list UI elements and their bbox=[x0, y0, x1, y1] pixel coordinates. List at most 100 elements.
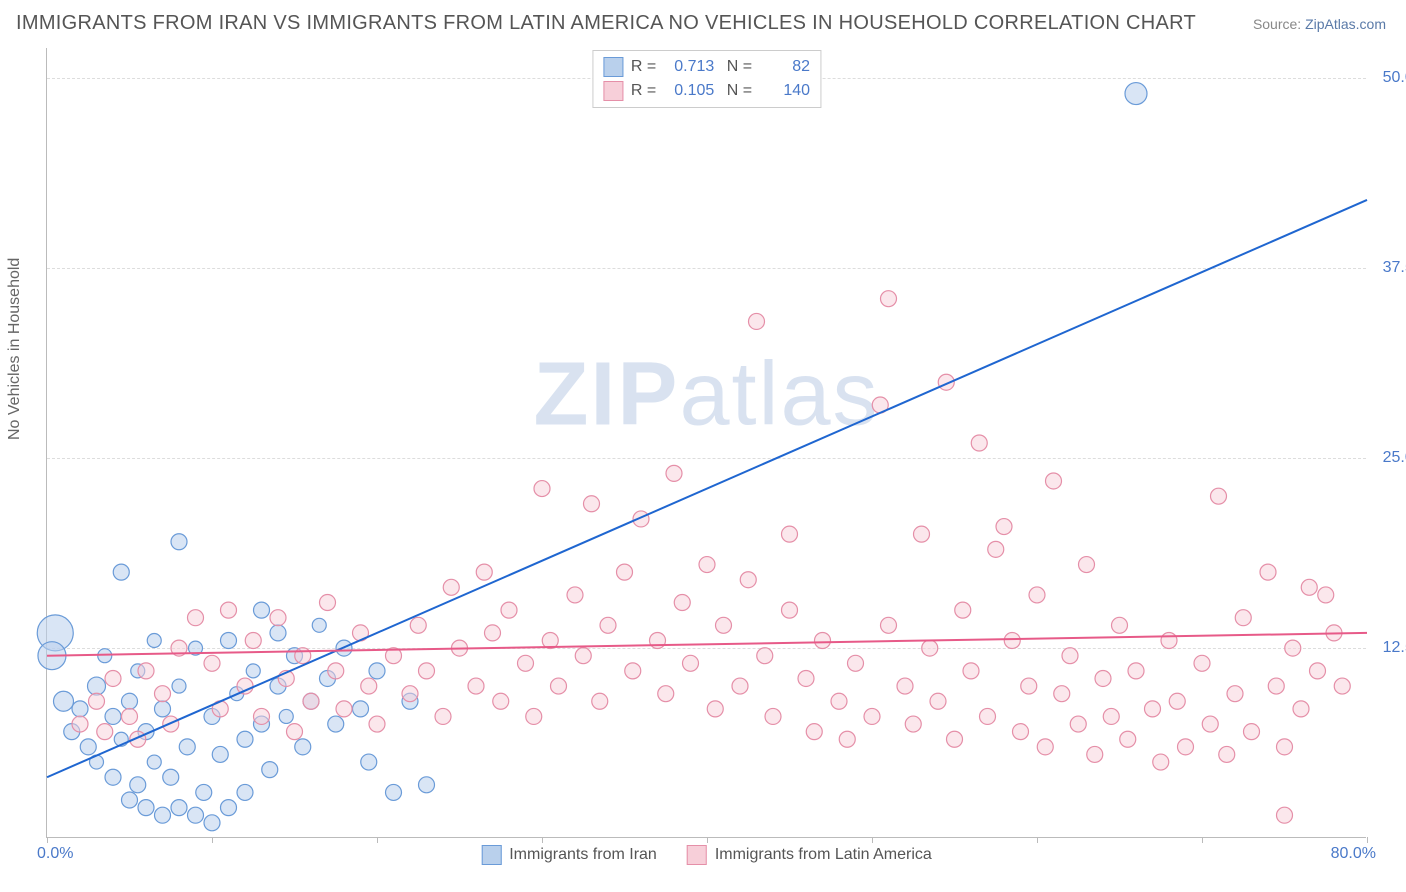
data-point[interactable] bbox=[749, 313, 765, 329]
data-point[interactable] bbox=[1194, 655, 1210, 671]
data-point[interactable] bbox=[757, 648, 773, 664]
data-point[interactable] bbox=[699, 557, 715, 573]
data-point[interactable] bbox=[443, 579, 459, 595]
data-point[interactable] bbox=[188, 610, 204, 626]
data-point[interactable] bbox=[369, 716, 385, 732]
data-point[interactable] bbox=[1112, 617, 1128, 633]
data-point[interactable] bbox=[270, 610, 286, 626]
data-point[interactable] bbox=[1178, 739, 1194, 755]
source-link[interactable]: ZipAtlas.com bbox=[1305, 16, 1386, 32]
data-point[interactable] bbox=[839, 731, 855, 747]
data-point[interactable] bbox=[897, 678, 913, 694]
data-point[interactable] bbox=[262, 762, 278, 778]
data-point[interactable] bbox=[732, 678, 748, 694]
data-point[interactable] bbox=[89, 693, 105, 709]
data-point[interactable] bbox=[963, 663, 979, 679]
data-point[interactable] bbox=[336, 701, 352, 717]
data-point[interactable] bbox=[1145, 701, 1161, 717]
data-point[interactable] bbox=[815, 633, 831, 649]
data-point[interactable] bbox=[212, 746, 228, 762]
data-point[interactable] bbox=[905, 716, 921, 732]
data-point[interactable] bbox=[254, 602, 270, 618]
data-point[interactable] bbox=[254, 708, 270, 724]
data-point[interactable] bbox=[1310, 663, 1326, 679]
data-point[interactable] bbox=[658, 686, 674, 702]
data-point[interactable] bbox=[864, 708, 880, 724]
data-point[interactable] bbox=[88, 677, 106, 695]
data-point[interactable] bbox=[881, 617, 897, 633]
data-point[interactable] bbox=[221, 602, 237, 618]
data-point[interactable] bbox=[172, 679, 186, 693]
data-point[interactable] bbox=[155, 701, 171, 717]
data-point[interactable] bbox=[295, 648, 311, 664]
data-point[interactable] bbox=[1095, 670, 1111, 686]
data-point[interactable] bbox=[674, 595, 690, 611]
data-point[interactable] bbox=[526, 708, 542, 724]
data-point[interactable] bbox=[320, 595, 336, 611]
data-point[interactable] bbox=[80, 739, 96, 755]
data-point[interactable] bbox=[1202, 716, 1218, 732]
data-point[interactable] bbox=[130, 777, 146, 793]
data-point[interactable] bbox=[831, 693, 847, 709]
data-point[interactable] bbox=[914, 526, 930, 542]
data-point[interactable] bbox=[1293, 701, 1309, 717]
data-point[interactable] bbox=[1153, 754, 1169, 770]
data-point[interactable] bbox=[147, 634, 161, 648]
data-point[interactable] bbox=[287, 724, 303, 740]
data-point[interactable] bbox=[1227, 686, 1243, 702]
data-point[interactable] bbox=[122, 693, 138, 709]
data-point[interactable] bbox=[534, 481, 550, 497]
data-point[interactable] bbox=[1318, 587, 1334, 603]
data-point[interactable] bbox=[147, 755, 161, 769]
data-point[interactable] bbox=[1062, 648, 1078, 664]
data-point[interactable] bbox=[105, 670, 121, 686]
data-point[interactable] bbox=[1013, 724, 1029, 740]
data-point[interactable] bbox=[163, 769, 179, 785]
data-point[interactable] bbox=[237, 731, 253, 747]
data-point[interactable] bbox=[72, 701, 88, 717]
data-point[interactable] bbox=[1301, 579, 1317, 595]
data-point[interactable] bbox=[353, 701, 369, 717]
data-point[interactable] bbox=[221, 633, 237, 649]
data-point[interactable] bbox=[518, 655, 534, 671]
data-point[interactable] bbox=[476, 564, 492, 580]
data-point[interactable] bbox=[1029, 587, 1045, 603]
data-point[interactable] bbox=[328, 663, 344, 679]
data-point[interactable] bbox=[716, 617, 732, 633]
data-point[interactable] bbox=[419, 777, 435, 793]
data-point[interactable] bbox=[1004, 633, 1020, 649]
data-point[interactable] bbox=[1070, 716, 1086, 732]
data-point[interactable] bbox=[138, 800, 154, 816]
data-point[interactable] bbox=[1260, 564, 1276, 580]
data-point[interactable] bbox=[798, 670, 814, 686]
data-point[interactable] bbox=[221, 800, 237, 816]
data-point[interactable] bbox=[138, 663, 154, 679]
data-point[interactable] bbox=[493, 693, 509, 709]
data-point[interactable] bbox=[1219, 746, 1235, 762]
data-point[interactable] bbox=[1244, 724, 1260, 740]
data-point[interactable] bbox=[155, 807, 171, 823]
data-point[interactable] bbox=[971, 435, 987, 451]
data-point[interactable] bbox=[1054, 686, 1070, 702]
data-point[interactable] bbox=[122, 708, 138, 724]
data-point[interactable] bbox=[1087, 746, 1103, 762]
data-point[interactable] bbox=[245, 633, 261, 649]
data-point[interactable] bbox=[848, 655, 864, 671]
data-point[interactable] bbox=[204, 655, 220, 671]
data-point[interactable] bbox=[592, 693, 608, 709]
data-point[interactable] bbox=[1103, 708, 1119, 724]
data-point[interactable] bbox=[105, 708, 121, 724]
data-point[interactable] bbox=[188, 807, 204, 823]
data-point[interactable] bbox=[683, 655, 699, 671]
data-point[interactable] bbox=[97, 724, 113, 740]
data-point[interactable] bbox=[155, 686, 171, 702]
data-point[interactable] bbox=[740, 572, 756, 588]
data-point[interactable] bbox=[947, 731, 963, 747]
data-point[interactable] bbox=[295, 739, 311, 755]
data-point[interactable] bbox=[806, 724, 822, 740]
data-point[interactable] bbox=[1334, 678, 1350, 694]
data-point[interactable] bbox=[625, 663, 641, 679]
data-point[interactable] bbox=[171, 800, 187, 816]
data-point[interactable] bbox=[361, 754, 377, 770]
data-point[interactable] bbox=[1128, 663, 1144, 679]
